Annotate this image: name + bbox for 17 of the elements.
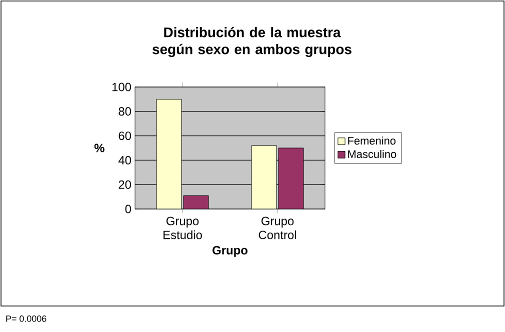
x-tick-label: Grupo Control bbox=[258, 216, 296, 240]
x-tick-label: Grupo Estudio bbox=[164, 216, 202, 240]
y-tick-label: 60 bbox=[118, 132, 132, 140]
y-tick-label: 0 bbox=[125, 204, 132, 214]
bar bbox=[278, 148, 304, 209]
y-tick-label: 40 bbox=[118, 156, 132, 164]
legend-label: Masculino bbox=[348, 150, 396, 158]
x-axis-title: Grupo bbox=[212, 246, 248, 257]
bar bbox=[156, 98, 182, 209]
bar bbox=[251, 145, 277, 209]
chart-title: Distribución de la muestra según sexo en ambos grupos bbox=[152, 26, 352, 58]
y-tick-label: 100 bbox=[112, 82, 132, 92]
text: P= 0.0006 bbox=[6, 316, 46, 322]
legend-label: Femenino bbox=[348, 136, 396, 145]
y-tick-label: 80 bbox=[118, 107, 132, 116]
y-tick-label: 20 bbox=[118, 180, 132, 189]
y-axis-title: % bbox=[94, 144, 104, 152]
